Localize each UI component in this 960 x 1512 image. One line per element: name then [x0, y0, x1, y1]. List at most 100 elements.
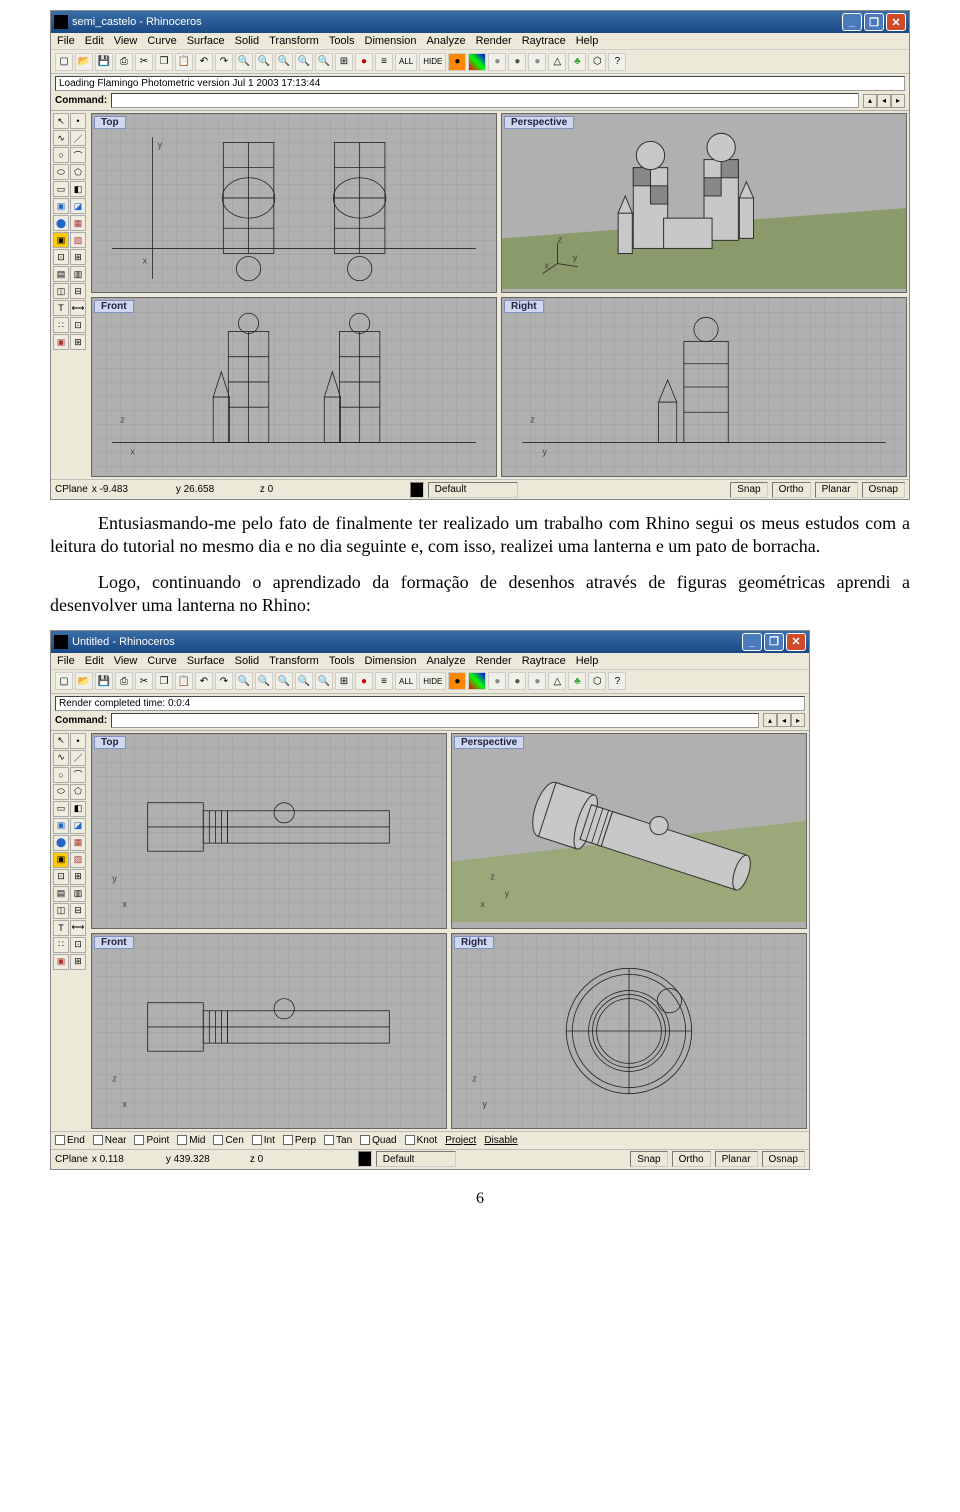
menu-item[interactable]: Solid: [235, 655, 259, 667]
tool-icon[interactable]: ▣: [53, 954, 69, 970]
point-icon[interactable]: •: [70, 113, 86, 129]
tool-icon[interactable]: ∷: [53, 937, 69, 953]
cut-icon[interactable]: ✂: [135, 672, 153, 690]
curve-icon[interactable]: ∿: [53, 750, 69, 766]
tool-icon[interactable]: ⊞: [70, 334, 86, 350]
osnap-disable[interactable]: Disable: [484, 1135, 517, 1146]
redo-icon[interactable]: ↷: [215, 672, 233, 690]
menu-item[interactable]: Tools: [329, 35, 355, 47]
tool-icon[interactable]: ⬡: [588, 672, 606, 690]
menu-item[interactable]: Curve: [147, 655, 176, 667]
circle-icon[interactable]: ○: [53, 147, 69, 163]
box-icon[interactable]: ▣: [53, 198, 69, 214]
tool-icon[interactable]: ◫: [53, 283, 69, 299]
tool-icon[interactable]: ▤: [53, 886, 69, 902]
scroll-right-icon[interactable]: ▸: [791, 713, 805, 727]
help-icon[interactable]: ?: [608, 672, 626, 690]
color-swatch[interactable]: [358, 1151, 372, 1167]
command-input[interactable]: [111, 713, 759, 728]
osnap-quad[interactable]: Quad: [360, 1135, 396, 1146]
button[interactable]: ALL: [395, 53, 417, 71]
maximize-button[interactable]: ❐: [764, 633, 784, 651]
menu-item[interactable]: Render: [476, 35, 512, 47]
zoom-icon[interactable]: 🔍: [275, 53, 293, 71]
viewport-perspective[interactable]: Perspective: [501, 113, 907, 293]
tool-icon[interactable]: ⊞: [70, 869, 86, 885]
menu-item[interactable]: Help: [576, 35, 599, 47]
command-input[interactable]: [111, 93, 859, 108]
minimize-button[interactable]: _: [742, 633, 762, 651]
surface-icon[interactable]: ◧: [70, 181, 86, 197]
save-icon[interactable]: 💾: [95, 53, 113, 71]
status-layer[interactable]: Default: [376, 1151, 456, 1167]
dim-icon[interactable]: ⟷: [70, 920, 86, 936]
osnap-point[interactable]: Point: [134, 1135, 169, 1146]
tool-icon[interactable]: ⊟: [70, 903, 86, 919]
solid-icon[interactable]: ◪: [70, 818, 86, 834]
tool-icon[interactable]: ▣: [53, 334, 69, 350]
menu-item[interactable]: View: [114, 35, 138, 47]
cylinder-icon[interactable]: ⬤: [53, 215, 69, 231]
tool-icon[interactable]: △: [548, 53, 566, 71]
viewport-label[interactable]: Front: [94, 300, 134, 313]
paste-icon[interactable]: 📋: [175, 53, 193, 71]
osnap-near[interactable]: Near: [93, 1135, 127, 1146]
redo-icon[interactable]: ↷: [215, 53, 233, 71]
tool-icon[interactable]: ▥: [70, 266, 86, 282]
tool-icon[interactable]: ▣: [53, 232, 69, 248]
print-icon[interactable]: ⎙: [115, 672, 133, 690]
viewport-right[interactable]: Right y z: [501, 297, 907, 477]
layer-icon[interactable]: ≡: [375, 672, 393, 690]
tool-icon[interactable]: ⬡: [588, 53, 606, 71]
status-snap[interactable]: Snap: [730, 482, 767, 498]
tool-icon[interactable]: ∷: [53, 317, 69, 333]
viewport-top[interactable]: Top: [91, 113, 497, 293]
close-button[interactable]: ✕: [786, 633, 806, 651]
sphere-icon[interactable]: ●: [508, 672, 526, 690]
curve-icon[interactable]: ∿: [53, 130, 69, 146]
osnap-project[interactable]: Project: [445, 1135, 476, 1146]
menu-item[interactable]: Analyze: [426, 35, 465, 47]
solid-icon[interactable]: ◪: [70, 198, 86, 214]
tool-icon[interactable]: ⊞: [70, 249, 86, 265]
viewport-label[interactable]: Front: [94, 936, 134, 949]
rect-icon[interactable]: ▭: [53, 181, 69, 197]
mesh-icon[interactable]: ▦: [70, 835, 86, 851]
tool-icon[interactable]: ⊡: [70, 317, 86, 333]
menu-item[interactable]: Curve: [147, 35, 176, 47]
tool-icon[interactable]: ◫: [53, 903, 69, 919]
zoom-icon[interactable]: 🔍: [275, 672, 293, 690]
menu-item[interactable]: Dimension: [365, 35, 417, 47]
save-icon[interactable]: 💾: [95, 672, 113, 690]
menu-item[interactable]: Dimension: [365, 655, 417, 667]
pointer-icon[interactable]: ↖: [53, 113, 69, 129]
osnap-int[interactable]: Int: [252, 1135, 275, 1146]
menu-item[interactable]: File: [57, 35, 75, 47]
menu-item[interactable]: Tools: [329, 655, 355, 667]
scroll-up-icon[interactable]: ▴: [863, 94, 877, 108]
menu-item[interactable]: Help: [576, 655, 599, 667]
text-icon[interactable]: T: [53, 300, 69, 316]
sphere-icon[interactable]: ●: [528, 53, 546, 71]
copy-icon[interactable]: ❐: [155, 53, 173, 71]
sphere-icon[interactable]: ●: [488, 53, 506, 71]
polygon-icon[interactable]: ⬠: [70, 784, 86, 800]
zoom-icon[interactable]: 🔍: [295, 672, 313, 690]
button[interactable]: ALL: [395, 672, 417, 690]
tool-icon[interactable]: ▨: [70, 852, 86, 868]
tool-icon[interactable]: ▥: [70, 886, 86, 902]
viewport-label[interactable]: Top: [94, 116, 126, 129]
open-icon[interactable]: 📂: [75, 53, 93, 71]
zoom-icon[interactable]: 🔍: [315, 53, 333, 71]
scroll-left-icon[interactable]: ◂: [777, 713, 791, 727]
view-icon[interactable]: ⊞: [335, 672, 353, 690]
arc-icon[interactable]: ⌒: [70, 767, 86, 783]
status-osnap[interactable]: Osnap: [762, 1151, 805, 1167]
viewport-perspective[interactable]: Perspective: [451, 733, 807, 929]
shade-icon[interactable]: ●: [448, 53, 466, 71]
zoom-icon[interactable]: 🔍: [255, 672, 273, 690]
mesh-icon[interactable]: ▦: [70, 215, 86, 231]
dim-icon[interactable]: ⟷: [70, 300, 86, 316]
arc-icon[interactable]: ⌒: [70, 147, 86, 163]
pointer-icon[interactable]: ↖: [53, 733, 69, 749]
